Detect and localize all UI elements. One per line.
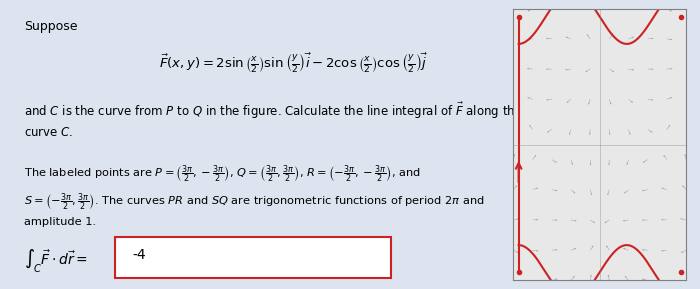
Text: $\int_C \vec{F} \cdot d\vec{r} =$: $\int_C \vec{F} \cdot d\vec{r} =$	[24, 248, 88, 275]
Text: $\vec{F}(x, y) = 2\sin\left(\frac{x}{2}\right)\sin\left(\frac{y}{2}\right)\vec{i: $\vec{F}(x, y) = 2\sin\left(\frac{x}{2}\…	[159, 52, 428, 75]
Text: and $C$ is the curve from $P$ to $Q$ in the figure. Calculate the line integral : and $C$ is the curve from $P$ to $Q$ in …	[24, 101, 522, 139]
FancyBboxPatch shape	[116, 237, 391, 278]
Text: Suppose: Suppose	[24, 20, 77, 33]
Text: -4: -4	[132, 248, 146, 262]
Text: The labeled points are $P = \left(\frac{3\pi}{2}, -\frac{3\pi}{2}\right)$, $Q = : The labeled points are $P = \left(\frac{…	[24, 164, 484, 227]
